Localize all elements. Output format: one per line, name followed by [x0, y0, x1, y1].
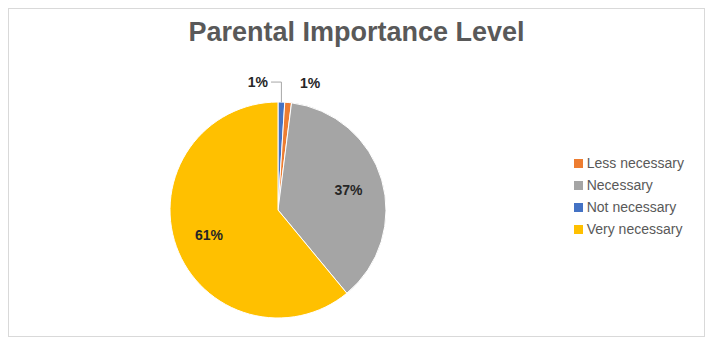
html-text:Parental Importance Level: Parental Importance Level	[188, 17, 525, 47]
svg-text:1%: 1%	[248, 74, 269, 90]
html-text:Very necessary: Very necessary	[586, 220, 683, 237]
html-text:Not necessary: Not necessary	[586, 198, 677, 215]
html-text:Less necessary: Less necessary	[586, 154, 684, 171]
svg-text:37%: 37%	[335, 182, 364, 198]
svg-text:61%: 61%	[195, 227, 224, 243]
html-text:Necessary: Necessary	[586, 176, 653, 193]
svg-text:1%: 1%	[300, 75, 321, 91]
